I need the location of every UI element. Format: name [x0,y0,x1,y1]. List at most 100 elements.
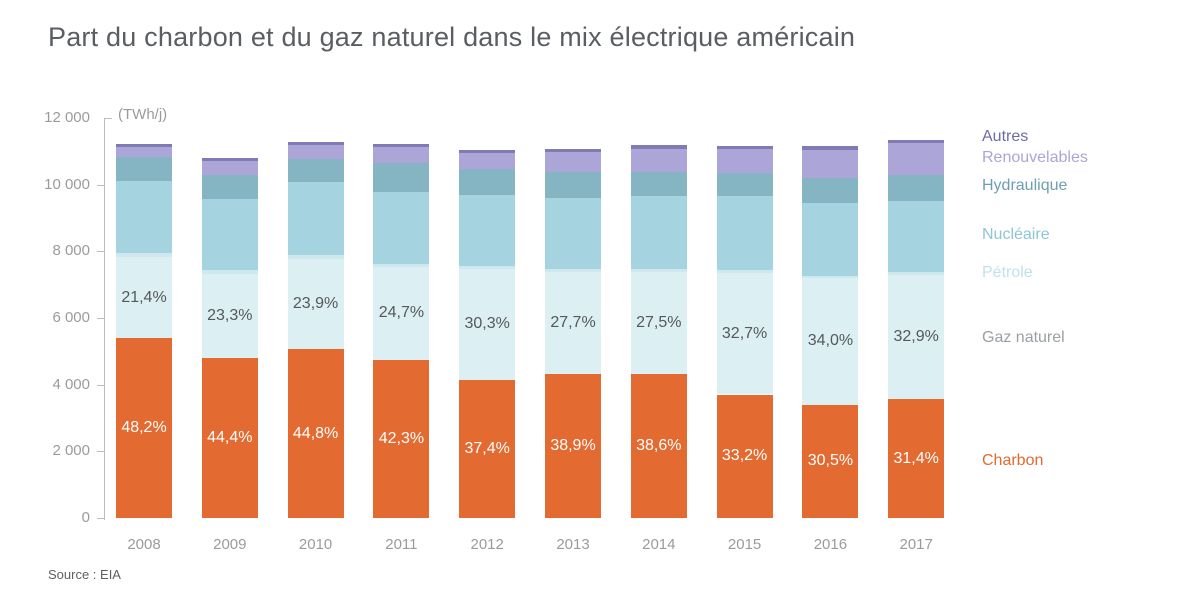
coal-pct-label: 38,9% [550,437,596,455]
bar-segment-gaz-naturel [459,268,516,381]
bar-segment-hydraulique [201,174,258,200]
y-tick-mark [104,118,112,119]
bar-segment-gaz-naturel [201,274,258,358]
bar-segment-nucleaire [630,196,687,269]
coal-pct-label: 37,4% [464,440,510,458]
bar-segment-hydraulique [716,172,773,197]
coal-pct-label: 33,2% [721,447,768,465]
bar-segment-hydraulique [888,174,945,202]
bar-segment-nucleaire [459,194,516,266]
bar-segment-charbon [201,358,258,518]
bar-segment-gaz-naturel [716,272,773,395]
bar-segment-charbon [459,380,516,518]
x-axis-label: 2013 [556,536,590,553]
gas-pct-label: 27,5% [636,313,682,331]
coal-pct-label: 30,5% [807,452,854,470]
y-axis-line [104,118,105,520]
x-axis-label: 2009 [213,536,247,553]
bar-segment-gaz-naturel [888,274,945,400]
bar-segment-renouvelables [545,151,601,172]
bar-segment-renouvelables [373,146,430,164]
bar-segment-hydraulique [116,157,172,181]
legend-item-autres: Autres [982,128,1029,145]
bar-segment-petrole [116,253,172,258]
x-axis-label: 2015 [727,536,762,553]
bar-segment-nucleaire [287,182,344,256]
bar-segment-autres [373,143,430,147]
chart-title: Part du charbon et du gaz naturel dans l… [48,22,856,52]
bar-segment-petrole [888,272,945,275]
bar-segment-charbon [888,399,945,518]
bar-segment-charbon [716,394,773,518]
coal-pct-label: 44,8% [292,424,339,442]
legend-item-charbon: Charbon [982,452,1044,469]
bar-segment-renouvelables [888,143,945,175]
bar-segment-nucleaire [373,191,430,264]
gas-pct-label: 23,3% [207,307,253,325]
bar-segment-gaz-naturel [630,271,687,375]
bar-segment-charbon [802,404,859,518]
bar-segment-gaz-naturel [287,259,344,350]
gas-pct-label: 32,7% [721,324,768,342]
coal-pct-label: 42,3% [378,429,425,447]
bar-segment-petrole [802,275,859,279]
y-tick-label: 12 000 [44,109,90,126]
coal-pct-label: 38,6% [636,437,682,455]
legend-item-hydraulique: Hydraulique [982,177,1068,194]
bar-segment-renouvelables [287,144,344,159]
coal-pct-label: 48,2% [121,418,167,436]
bar-segment-renouvelables [459,152,516,170]
bar-segment-nucleaire [802,202,859,276]
bar-segment-petrole [201,270,258,275]
bar-segment-hydraulique [287,158,344,183]
bar-segment-autres [802,146,859,150]
legend-item-petrole: Pétrole [982,264,1033,281]
bar-segment-hydraulique [373,163,430,192]
bar-segment-hydraulique [630,172,687,197]
bar-segment-renouvelables [802,149,859,178]
gas-pct-label: 32,9% [893,327,939,345]
bar-segment-petrole [716,269,773,273]
x-axis-label: 2011 [385,536,418,553]
gas-pct-label: 23,9% [292,295,339,313]
bar-segment-charbon [287,349,344,518]
legend-item-renouvelables: Renouvelables [982,149,1088,166]
bar-segment-petrole [459,265,516,269]
y-tick-label: 10 000 [44,175,90,193]
y-tick-mark [97,251,104,253]
x-axis-label: 2012 [470,536,504,553]
bar-segment-autres [545,148,601,152]
bar-segment-petrole [545,269,601,273]
bar-segment-charbon [630,374,687,518]
x-axis-label: 2008 [127,536,161,553]
bar-segment-hydraulique [545,171,601,199]
gas-pct-label: 24,7% [378,304,425,322]
bar-segment-charbon [545,374,601,518]
y-axis-unit-label: (TWh/j) [118,106,168,123]
bar-segment-nucleaire [116,180,172,254]
gas-pct-label: 21,4% [121,288,167,306]
bar-segment-autres [459,149,516,153]
bar-segment-autres [630,145,687,149]
gas-pct-label: 27,7% [550,314,596,332]
bar-segment-nucleaire [716,196,773,270]
coal-pct-label: 31,4% [893,449,939,467]
bar-segment-autres [716,146,773,150]
y-tick-label: 2 000 [52,442,90,460]
bar-segment-nucleaire [888,201,945,273]
bar-segment-gaz-naturel [802,278,859,405]
bar-segment-gaz-naturel [116,257,172,338]
y-tick-mark [97,451,104,453]
x-axis-label: 2010 [298,536,333,553]
bar-segment-renouvelables [630,148,687,172]
bar-segment-autres [201,157,258,162]
y-tick-mark [97,184,104,186]
legend-item-nucleaire: Nucléaire [982,226,1050,243]
bar-segment-renouvelables [201,161,258,175]
x-axis-label: 2014 [642,536,676,553]
y-tick-mark [97,318,104,319]
bar-segment-hydraulique [802,177,859,203]
bar-segment-petrole [287,255,344,260]
bar-segment-petrole [630,268,687,272]
